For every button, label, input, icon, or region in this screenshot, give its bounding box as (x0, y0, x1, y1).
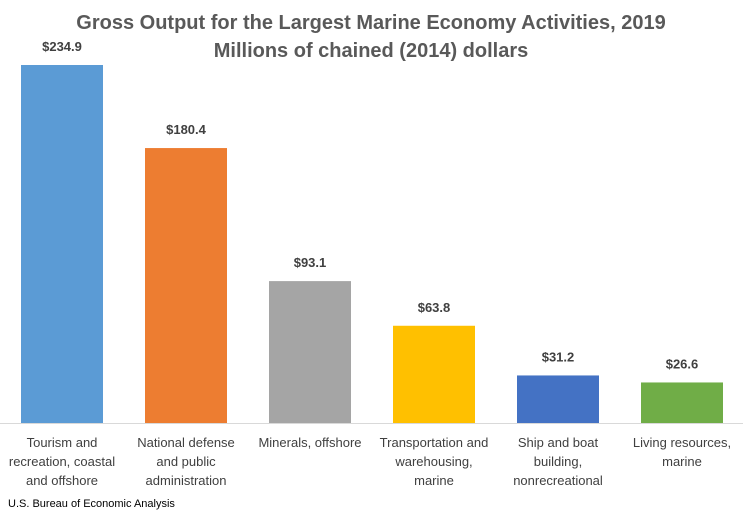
value-label: $180.4 (166, 122, 207, 137)
value-label: $63.8 (418, 300, 451, 315)
x-tick-label: Tourism and recreation, coastal and offs… (8, 435, 116, 488)
source: U.S. Bureau of Economic Analysis (8, 498, 175, 510)
x-tick-label: Transportation and warehousing, marine (379, 435, 489, 488)
value-label: $234.9 (42, 39, 82, 54)
bar (393, 325, 475, 423)
value-label: $26.6 (666, 356, 699, 371)
value-label: $93.1 (294, 255, 327, 270)
bar (269, 281, 351, 423)
x-tick-label: Ship and boat building, nonrecreational (513, 435, 603, 488)
bar (21, 65, 103, 423)
value-label: $31.2 (542, 349, 575, 364)
chart-subtitle: Millions of chained (2014) dollars (214, 40, 529, 62)
x-tick-label: National defense and public administrati… (137, 435, 235, 488)
chart-title: Gross Output for the Largest Marine Econ… (76, 12, 665, 34)
bar (145, 148, 227, 423)
bar (517, 375, 599, 423)
x-tick-label: Minerals, offshore (258, 435, 362, 450)
bar (641, 382, 723, 423)
x-tick-label: Living resources, marine (632, 435, 732, 469)
